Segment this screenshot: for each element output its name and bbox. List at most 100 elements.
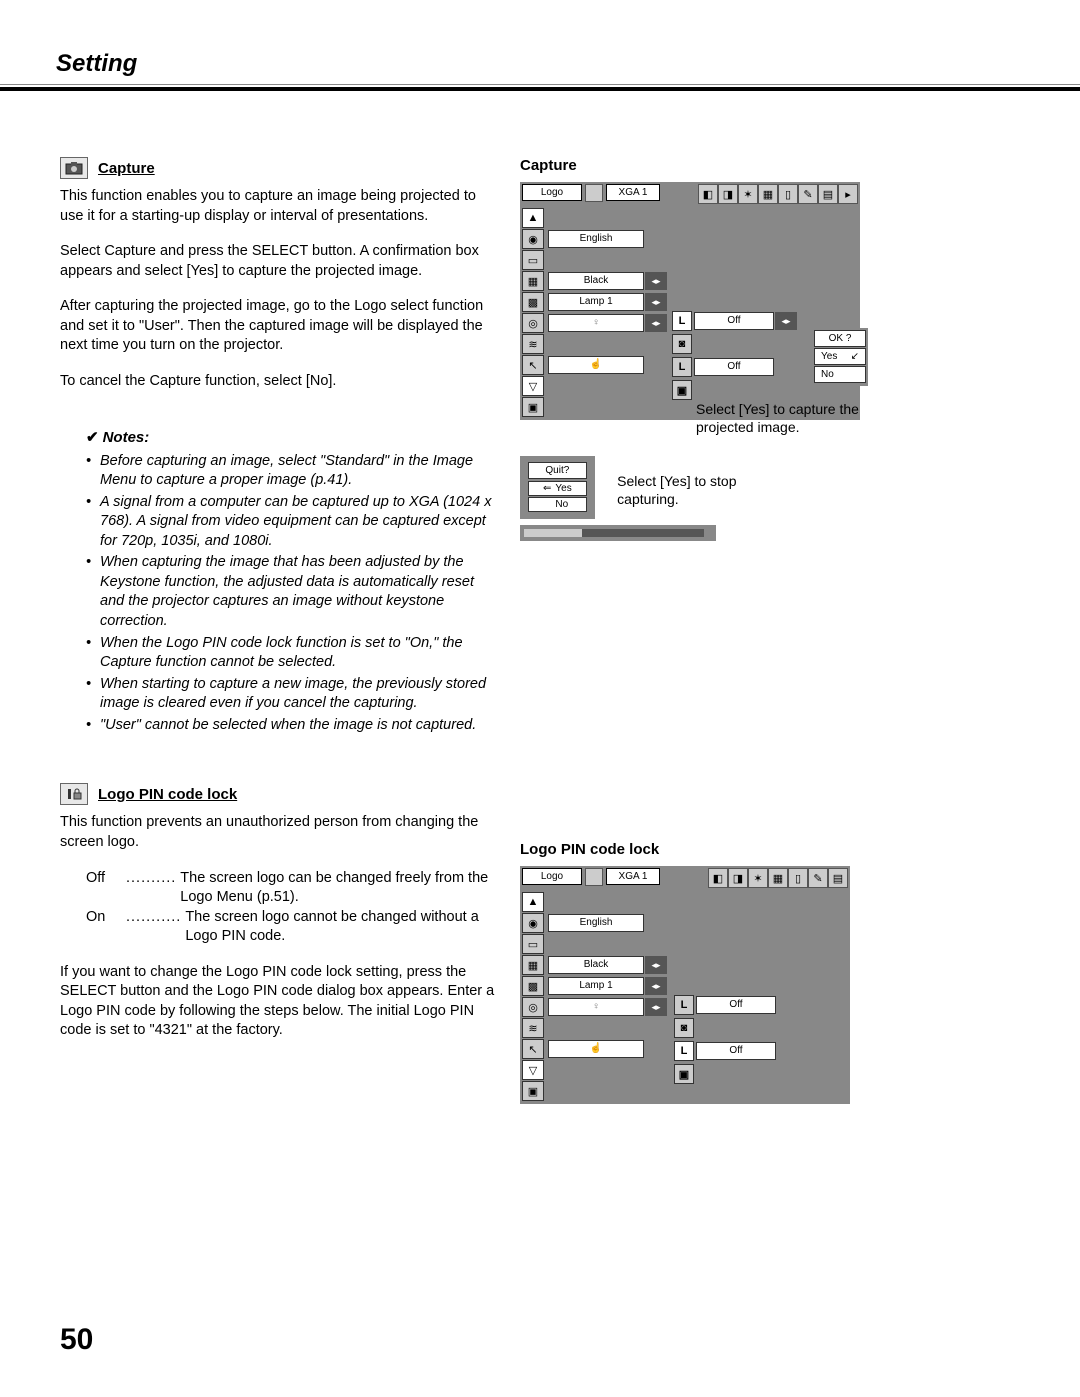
lock-small-icon: L: [672, 357, 692, 377]
def-off-term: Off: [86, 869, 126, 908]
logopin-p2: If you want to change the Logo PIN code …: [60, 963, 500, 1041]
osd-row-spacer: [548, 892, 667, 912]
osd-top-icon: ▯: [778, 184, 798, 204]
osd-top-icon: ✎: [798, 184, 818, 204]
osd-top-icon: ▤: [828, 868, 848, 888]
def-off: Off .......... The screen logo can be ch…: [86, 869, 500, 908]
osd-side-down-icon: ▽: [522, 1060, 544, 1080]
osd-row-english: English: [548, 229, 667, 249]
pointer-icon: ⇐: [543, 483, 551, 494]
note-item: "User" cannot be selected when the image…: [86, 716, 500, 736]
capture-section-head: Capture: [60, 157, 500, 179]
osd-value-lamp: Lamp 1: [548, 293, 644, 311]
osd-value-hand: ☝: [548, 1040, 644, 1058]
left-column: Capture This function enables you to cap…: [60, 157, 500, 1104]
arrows-icon: ◂▸: [775, 312, 797, 330]
confirm-yes: Yes ↙: [814, 348, 866, 365]
confirm-yes-label: Yes: [821, 351, 837, 362]
osd-sub-off1: Off: [696, 996, 776, 1014]
osd-sub-row-lock-icon: L Off: [674, 1040, 800, 1062]
osd-side-screen-icon: ▭: [522, 250, 544, 270]
logopin-title: Logo PIN code lock: [98, 786, 237, 803]
osd-sub-row-lock-icon: L Off: [672, 356, 798, 378]
page-number: 50: [60, 1323, 93, 1357]
def-dots: ...........: [126, 908, 181, 947]
right-logopin-title: Logo PIN code lock: [520, 841, 1020, 858]
osd-row-spacer: [548, 934, 667, 954]
osd-side-globe-icon: ◉: [522, 913, 544, 933]
osd-side-lamp-icon: ◎: [522, 313, 544, 333]
osd-value-lamp: Lamp 1: [548, 977, 644, 995]
osd-value-black: Black: [548, 272, 644, 290]
pointer-icon: ↙: [851, 351, 859, 362]
osd-sidebar: ▲ ◉ ▭ ▦ ▩ ◎ ≋ ↖ ▽ ▣: [520, 890, 546, 1104]
rule-thin: [0, 84, 1080, 85]
capture-p1: This function enables you to capture an …: [60, 187, 500, 226]
osd-row-spacer: [548, 250, 667, 270]
osd-top-icons: ◧ ◨ ✶ ▦ ▯ ✎ ▤: [706, 866, 850, 890]
osd-row-lamp: Lamp 1 ◂▸: [548, 976, 667, 996]
osd-top-icon: ▤: [818, 184, 838, 204]
osd-row-black: Black ◂▸: [548, 271, 667, 291]
osd-side-down-icon: ▽: [522, 376, 544, 396]
osd-tab-xga: XGA 1: [606, 184, 660, 201]
osd-side-tile-icon: ▦: [522, 955, 544, 975]
note-item: When the Logo PIN code lock function is …: [86, 634, 500, 673]
quit-box: Quit? ⇐ Yes ⇐No: [528, 462, 587, 513]
osd-side-grid-icon: ▩: [522, 292, 544, 312]
arrows-icon: ◂▸: [645, 956, 667, 974]
osd-top-icon: [585, 184, 603, 202]
quit-no: ⇐No: [528, 497, 587, 512]
notes-block: Notes: Before capturing an image, select…: [86, 428, 500, 736]
osd-top-icon: ✎: [808, 868, 828, 888]
osd-sub-row-exit-icon: ▣: [674, 1063, 800, 1085]
quit-yes-label: Yes: [555, 483, 571, 494]
osd-row-pointer: ♀ ◂▸: [548, 313, 667, 333]
osd-side-grid-icon: ▩: [522, 976, 544, 996]
note-item: A signal from a computer can be captured…: [86, 493, 500, 552]
osd-tab-logo: Logo: [522, 184, 582, 201]
logopin-p1: This function prevents an unauthorized p…: [60, 813, 500, 852]
osd-value-black: Black: [548, 956, 644, 974]
osd-row-hand: ☝: [548, 355, 667, 375]
osd-sub-row-camera-icon: ◙: [674, 1017, 800, 1039]
camera-icon: [60, 157, 88, 179]
osd-tab-logo: Logo: [522, 868, 582, 885]
arrows-icon: ◂▸: [645, 998, 667, 1016]
arrows-icon: ◂▸: [645, 293, 667, 311]
note-item: When capturing the image that has been a…: [86, 553, 500, 631]
arrows-icon: ◂▸: [645, 272, 667, 290]
osd-top-icon: ◨: [718, 184, 738, 204]
osd-top-icon: ▯: [788, 868, 808, 888]
exit-small-icon: ▣: [672, 380, 692, 400]
osd-side-screen-icon: ▭: [522, 934, 544, 954]
notes-heading: Notes:: [86, 428, 500, 446]
progress-bar: [520, 525, 716, 541]
osd-row-hand: ☝: [548, 1039, 667, 1059]
capture-osd-area: Logo XGA 1 ◧ ◨ ✶ ▦ ▯ ✎ ▤ ▸: [520, 182, 1020, 432]
osd-side-globe-icon: ◉: [522, 229, 544, 249]
camera-small-icon: ◙: [674, 1018, 694, 1038]
osd-sub-off2: Off: [696, 1042, 776, 1060]
chapter-title: Setting: [56, 50, 1020, 78]
quit-title: Quit?: [528, 462, 587, 479]
confirm-box: OK ? Yes↙ No: [812, 328, 868, 386]
osd-top-icon: ▦: [768, 868, 788, 888]
osd-top-icon: ✶: [748, 868, 768, 888]
right-capture-title: Capture: [520, 157, 1020, 174]
l-icon: L: [674, 995, 694, 1015]
lock-small-icon: L: [674, 1041, 694, 1061]
logo-lock-icon: [60, 783, 88, 805]
page: Setting Capture This function enables yo…: [0, 0, 1080, 1397]
osd-subpanel: L Off ◙ L Off ▣: [672, 992, 802, 1088]
l-icon: L: [672, 311, 692, 331]
osd-row-spacer: [548, 334, 667, 354]
osd-sidebar: ▲ ◉ ▭ ▦ ▩ ◎ ≋ ↖ ▽ ▣: [520, 206, 546, 420]
camera-small-icon: ◙: [672, 334, 692, 354]
osd-row-spacer: [548, 208, 667, 228]
osd-top-icon: ◧: [708, 868, 728, 888]
capture-title: Capture: [98, 160, 155, 177]
quit-no-label: No: [555, 499, 568, 510]
osd-side-wave-icon: ≋: [522, 1018, 544, 1038]
def-on-term: On: [86, 908, 126, 947]
